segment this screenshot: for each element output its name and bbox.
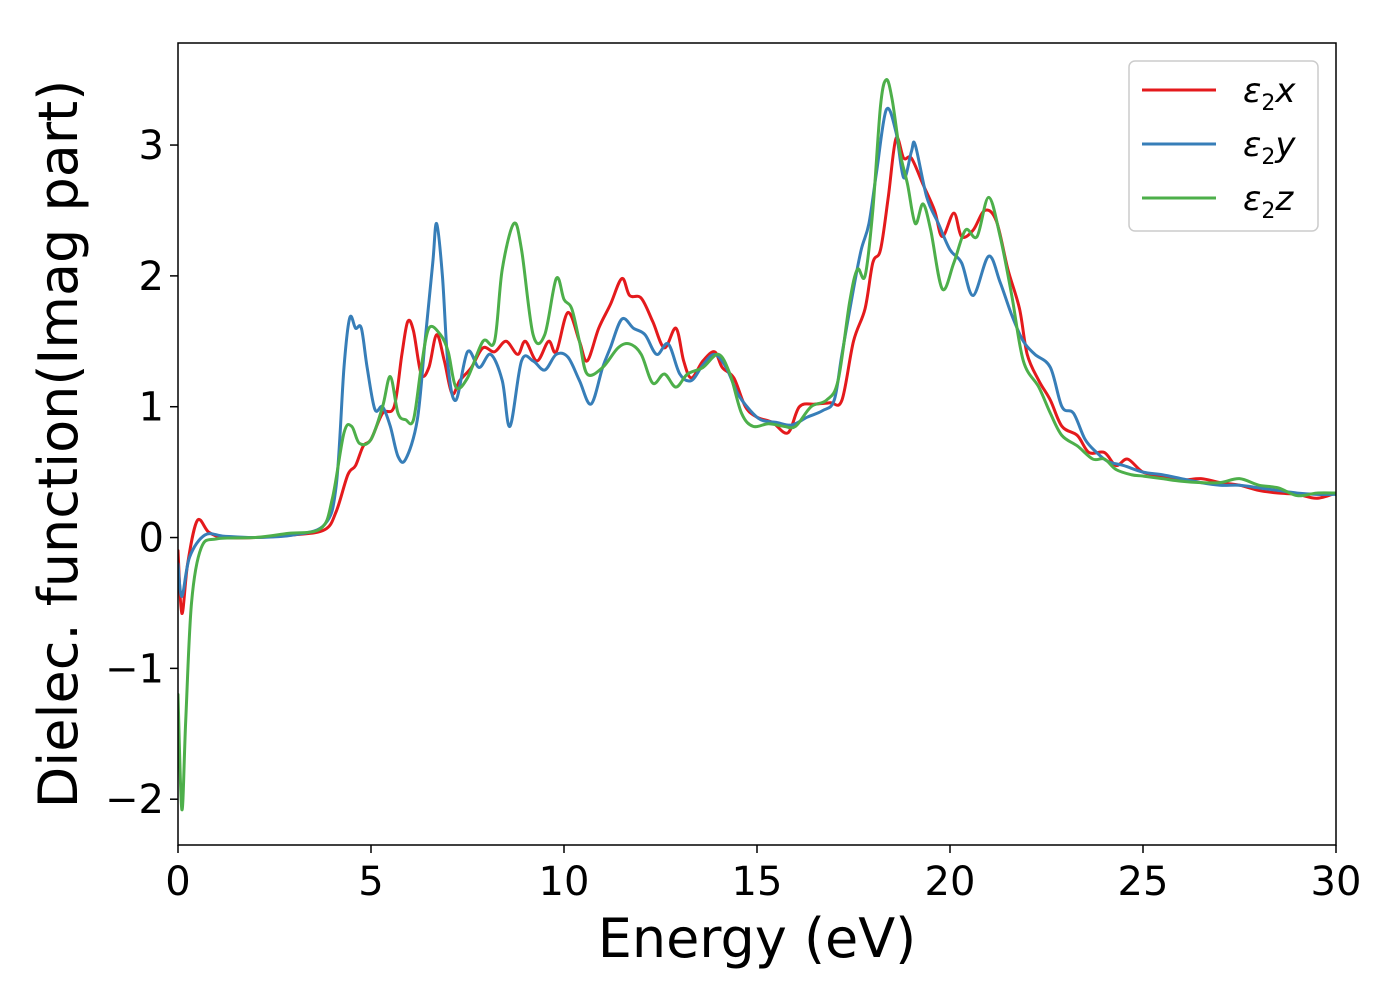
series-line-z (178, 78, 1336, 812)
legend-label-y: ε2y (1243, 125, 1296, 170)
legend-subscript: 2 (1261, 145, 1275, 170)
series-line-y (178, 106, 1336, 598)
series-layer (178, 78, 1336, 812)
y-tick-label: 0 (139, 516, 164, 562)
legend-variable: z (1274, 179, 1294, 219)
legend-symbol: ε (1243, 179, 1261, 219)
legend-label-z: ε2z (1243, 179, 1294, 224)
y-tick-label: 3 (139, 123, 164, 169)
x-axis: 0 5 10 15 20 25 30 (165, 845, 1361, 905)
y-tick-label: −1 (105, 646, 164, 692)
legend-subscript: 2 (1261, 199, 1275, 224)
legend-variable: x (1274, 71, 1296, 111)
legend-box (1128, 60, 1319, 232)
x-tick-label: 20 (925, 859, 976, 905)
x-tick-label: 0 (165, 859, 190, 905)
x-tick-label: 30 (1311, 859, 1362, 905)
x-axis-title: Energy (eV) (598, 907, 917, 970)
series-line-x (178, 135, 1336, 615)
legend-symbol: ε (1243, 125, 1261, 165)
x-tick-label: 5 (358, 859, 383, 905)
legend-subscript: 2 (1261, 91, 1275, 116)
x-tick-label: 10 (539, 859, 590, 905)
y-axis: −2 −1 0 1 2 3 (105, 123, 178, 823)
y-tick-label: 2 (139, 254, 164, 300)
legend-symbol: ε (1243, 71, 1261, 111)
x-tick-label: 25 (1118, 859, 1169, 905)
legend-variable: y (1274, 125, 1296, 165)
y-axis-title: Dielec. function(Imag part) (27, 80, 90, 809)
legend-label-x: ε2x (1243, 71, 1296, 116)
y-tick-label: −2 (105, 777, 164, 823)
y-tick-label: 1 (139, 385, 164, 431)
x-tick-label: 15 (732, 859, 783, 905)
